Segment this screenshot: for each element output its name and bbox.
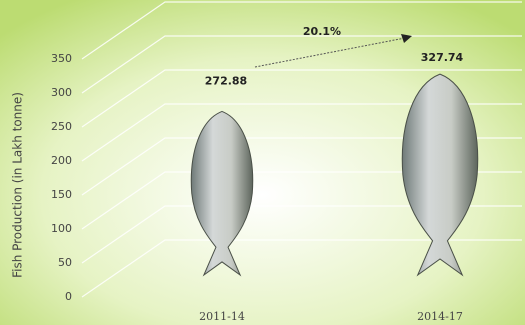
y-tick-label: 0 <box>65 290 72 303</box>
grid-line <box>81 103 522 162</box>
y-tick-label: 200 <box>51 154 72 167</box>
grid-line <box>81 205 522 264</box>
grid-line <box>81 239 522 298</box>
annotation: 20.1% <box>303 25 341 38</box>
x-tick-label: 2014-17 <box>417 310 463 323</box>
y-tick-label: 50 <box>58 256 72 269</box>
grid-line <box>81 69 522 128</box>
y-tick-label: 300 <box>51 86 72 99</box>
growth-arrow <box>254 37 406 68</box>
arrow-head <box>401 34 412 43</box>
grid-line <box>81 1 522 60</box>
y-tick-label: 100 <box>51 222 72 235</box>
fish-bar <box>401 73 479 277</box>
y-axis-label: Fish Production (in Lakh tonne) <box>11 92 25 278</box>
fish-bar <box>190 110 254 277</box>
y-tick-label: 150 <box>51 188 72 201</box>
y-tick-label: 350 <box>51 52 72 65</box>
value-label: 327.74 <box>421 51 464 64</box>
value-label: 272.88 <box>205 74 247 87</box>
y-tick-label: 250 <box>51 120 72 133</box>
x-tick-label: 2011-14 <box>199 310 245 323</box>
